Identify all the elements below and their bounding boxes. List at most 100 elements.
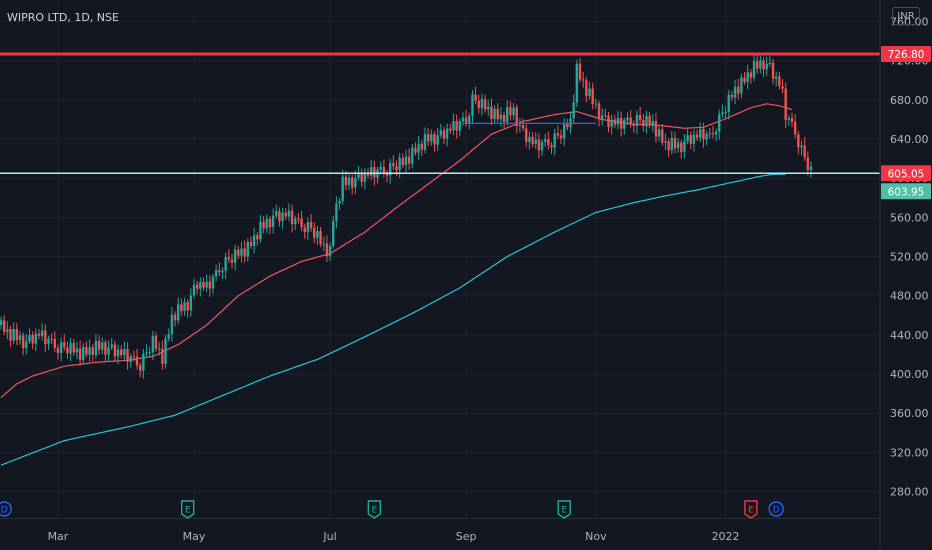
candle — [442, 126, 446, 145]
candle-body — [806, 157, 810, 171]
candle — [88, 339, 91, 362]
candle — [420, 140, 424, 157]
candle — [521, 118, 525, 132]
candle — [161, 340, 164, 370]
candle-body — [275, 211, 278, 216]
candle-body — [44, 330, 47, 345]
candle — [164, 334, 167, 369]
candle — [205, 274, 208, 293]
candle-body — [714, 131, 718, 135]
x-tick-label: Jul — [322, 530, 336, 543]
candle — [553, 128, 556, 156]
candle-body — [721, 112, 724, 115]
candle-body — [126, 348, 129, 362]
candle — [613, 115, 617, 128]
candle-body — [724, 111, 727, 113]
candle-body — [566, 123, 569, 128]
currency-label[interactable]: INR — [892, 7, 920, 25]
candle — [69, 338, 72, 362]
candle-body — [638, 114, 642, 121]
candle — [506, 100, 509, 126]
candle-body — [281, 212, 284, 222]
candle-body — [170, 314, 174, 335]
candle-body — [252, 235, 256, 247]
candle-body — [6, 328, 9, 333]
candle-body — [458, 121, 461, 131]
candle — [319, 226, 322, 248]
candle — [170, 306, 174, 342]
candle — [642, 114, 645, 132]
candle — [512, 102, 515, 120]
candle-body — [233, 249, 237, 263]
candle-body — [176, 304, 180, 321]
candle-body — [550, 145, 553, 148]
candle-body — [56, 347, 60, 353]
y-tick-label: 280.00 — [890, 486, 929, 499]
y-tick-label: 320.00 — [890, 446, 929, 459]
candle-body — [392, 163, 395, 167]
candle-body — [610, 119, 613, 127]
candle-body — [363, 172, 367, 182]
candle-body — [559, 135, 563, 139]
candle-body — [192, 284, 196, 296]
candle — [787, 115, 791, 126]
candle — [670, 131, 673, 155]
candle — [724, 106, 727, 119]
moving-average-line — [0, 173, 786, 466]
candle — [616, 110, 620, 130]
candle — [369, 159, 373, 181]
y-tick-label: 360.00 — [890, 407, 929, 420]
candle-body — [778, 76, 781, 87]
candle — [765, 56, 768, 76]
candle — [509, 101, 512, 121]
price-badge-bg — [881, 46, 931, 63]
candle-body — [667, 141, 670, 151]
candle — [335, 195, 338, 229]
y-tick-label: 400.00 — [890, 368, 929, 381]
candle — [290, 204, 294, 233]
candle — [458, 118, 461, 137]
candle — [382, 159, 386, 178]
candle — [192, 278, 196, 299]
event-label: E — [561, 506, 567, 516]
candle — [303, 223, 306, 239]
candle — [575, 60, 579, 107]
candle — [82, 343, 85, 365]
candle-body — [9, 328, 12, 341]
candle-body — [705, 133, 708, 140]
candle-body — [259, 221, 262, 240]
candle — [34, 328, 38, 352]
candle — [581, 71, 585, 88]
candle — [2, 314, 6, 335]
candle-body — [173, 314, 177, 321]
candle-body — [784, 88, 787, 120]
candle — [31, 331, 34, 350]
candle — [436, 128, 439, 151]
candle-body — [661, 129, 664, 143]
candle — [654, 113, 658, 143]
candle — [44, 324, 47, 353]
candle — [176, 297, 180, 325]
candle — [12, 322, 15, 345]
candle — [211, 273, 215, 295]
candle-body — [110, 344, 113, 348]
candle — [578, 58, 582, 83]
candle-body — [294, 218, 297, 225]
candle — [189, 288, 193, 317]
candle-body — [629, 117, 632, 124]
candle-body — [328, 245, 332, 257]
candle — [186, 299, 189, 318]
y-tick-label: 760.00 — [890, 16, 929, 29]
candle-body — [648, 115, 651, 126]
candle — [227, 249, 231, 264]
candle-body — [468, 116, 471, 123]
candle-body — [765, 64, 768, 70]
candle — [173, 311, 177, 327]
y-tick-label: 480.00 — [890, 290, 929, 303]
candle — [518, 117, 522, 133]
candle — [480, 93, 484, 116]
candle-body — [237, 249, 240, 256]
